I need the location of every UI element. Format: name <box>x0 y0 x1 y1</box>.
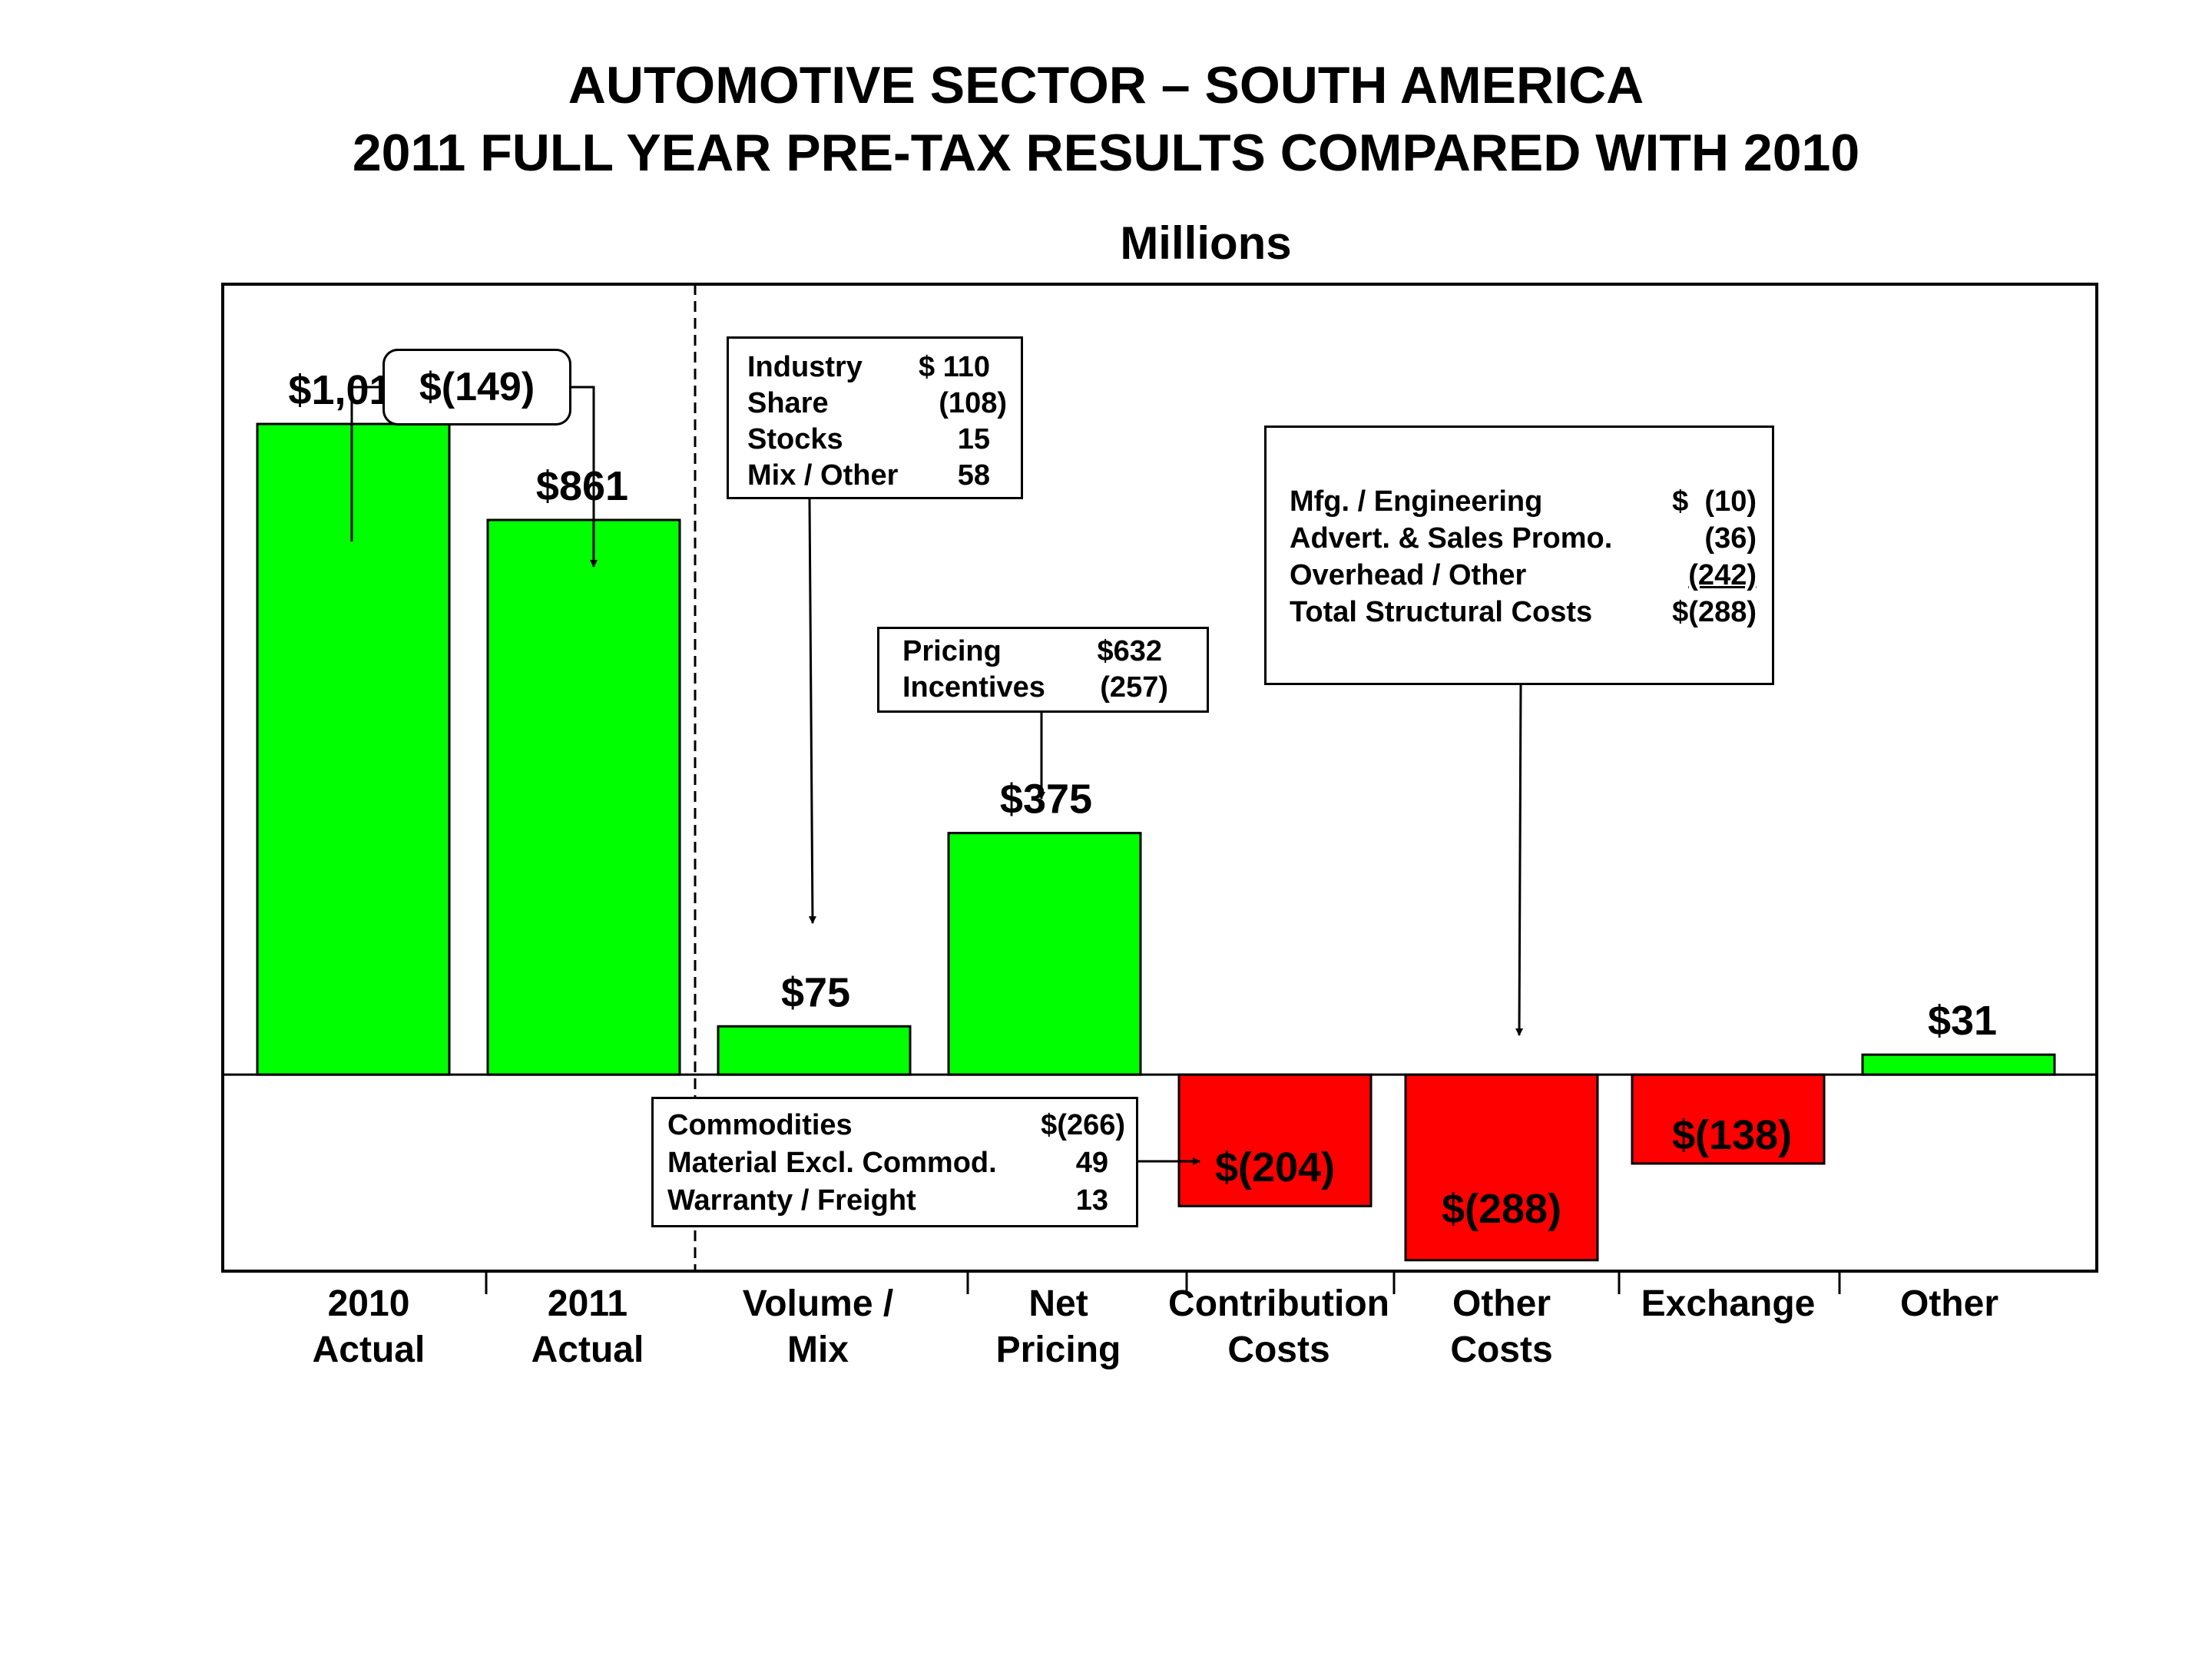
category-label-0-1: Actual <box>313 1330 426 1370</box>
change-bracket-left <box>350 386 382 541</box>
change-bracket-right <box>571 386 598 568</box>
plot-frame <box>221 283 2098 1273</box>
category-label-6-0: Exchange <box>1641 1283 1816 1324</box>
category-label-2-0: Volume / <box>743 1283 893 1324</box>
category-label-3-1: Pricing <box>996 1330 1121 1370</box>
callout-row-mix-other: Mix / Other 58 <box>747 459 990 492</box>
bar-4 <box>1177 1073 1373 1207</box>
chart-title-line1: AUTOMOTIVE SECTOR – SOUTH AMERICA <box>568 56 1644 114</box>
volume-mix-leader <box>808 498 816 924</box>
callout-row-total-structural: Total Structural Costs $(288) <box>1290 596 1757 628</box>
callout-row-mfg-engineering: Mfg. / Engineering $ (10) <box>1290 485 1757 518</box>
category-label-7-0: Other <box>1900 1283 1998 1324</box>
bar-0 <box>256 422 451 1076</box>
value-label-3: $375 <box>1000 777 1092 823</box>
bar-1 <box>486 518 681 1076</box>
value-label-1: $861 <box>536 463 628 509</box>
bar-6 <box>1631 1073 1826 1165</box>
callout-row-pricing: Pricing $632 <box>902 635 1162 667</box>
category-label-5-1: Costs <box>1450 1330 1552 1370</box>
callout-row-advert-sales: Advert. & Sales Promo. (36) <box>1290 522 1757 555</box>
callout-row-incentives: Incentives (257) <box>902 671 1168 704</box>
category-label-1-1: Actual <box>531 1330 644 1370</box>
category-label-2-1: Mix <box>787 1330 849 1370</box>
category-label-0-0: 2010 <box>328 1283 410 1324</box>
units-label: Millions <box>1120 217 1292 269</box>
bar-3 <box>947 832 1142 1076</box>
value-label-4: $(204) <box>1215 1144 1335 1190</box>
value-label-7: $31 <box>1928 998 1997 1044</box>
net-pricing-callout: Pricing $632 Incentives (257) <box>877 627 1209 713</box>
callout-row-industry: Industry $ 110 <box>747 351 990 383</box>
category-label-4-1: Costs <box>1227 1330 1330 1370</box>
other-costs-callout: Mfg. / Engineering $ (10) Advert. & Sales… <box>1264 426 1774 685</box>
bar-5 <box>1404 1073 1599 1262</box>
callout-row-commodities: Commodities $(266) <box>667 1109 1125 1141</box>
value-label-6: $(138) <box>1672 1112 1792 1158</box>
callout-row-stocks: Stocks 15 <box>747 423 990 455</box>
chart-title-line2: 2011 FULL YEAR PRE-TAX RESULTS COMPARED … <box>352 124 1860 182</box>
change-badge: $(149) <box>382 349 571 426</box>
value-label-2: $75 <box>781 969 850 1015</box>
contribution-costs-callout: Commodities $(266) Material Excl. Commod.… <box>651 1097 1138 1227</box>
volume-mix-callout: Industry $ 110 Share (108) Stocks 15 Mix / … <box>727 336 1023 499</box>
callout-row-material-excl: Material Excl. Commod. 49 <box>667 1147 1108 1179</box>
category-label-4-0: Contribution <box>1168 1283 1389 1324</box>
category-label-1-0: 2011 <box>548 1283 628 1324</box>
callout-row-overhead-other: Overhead / Other (242) <box>1290 559 1757 591</box>
category-label-3-0: Net <box>1028 1283 1088 1324</box>
callout-row-warranty-freight: Warranty / Freight 13 <box>667 1184 1108 1217</box>
category-label-5-0: Other <box>1452 1283 1551 1324</box>
other-costs-leader <box>1515 684 1524 1036</box>
callout-row-share: Share (108) <box>747 387 1007 419</box>
value-label-5: $(288) <box>1442 1186 1561 1232</box>
bar-7 <box>1861 1053 2056 1076</box>
bar-2 <box>717 1025 912 1076</box>
